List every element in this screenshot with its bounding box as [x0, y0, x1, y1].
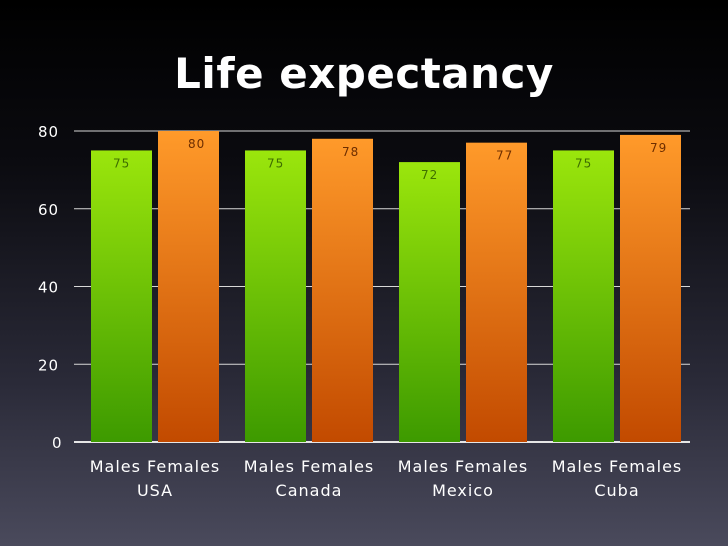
y-tick-label: 80 — [38, 123, 59, 141]
category-group-label: Cuba — [594, 481, 639, 500]
category-member-label: Males Females — [90, 457, 221, 476]
bar-canada-males — [245, 150, 306, 442]
bar-cuba-females — [620, 134, 681, 442]
bar-usa-females — [158, 131, 219, 442]
bar-cuba-males — [553, 150, 614, 442]
data-label: 75 — [575, 156, 592, 170]
labels: 0 20 40 60 80 75 80 Males Females USA 75 78 Males F… — [38, 123, 683, 500]
category-group-label: Mexico — [432, 481, 494, 500]
category-member-label: Males Females — [244, 457, 375, 476]
bars — [91, 131, 681, 442]
bar-usa-males — [91, 150, 152, 442]
data-label: 75 — [113, 156, 130, 170]
bar-mexico-males — [399, 162, 460, 442]
category-group-label: USA — [137, 481, 173, 500]
chart-title: Life expectancy — [174, 49, 554, 98]
data-label: 77 — [496, 149, 513, 163]
data-label: 78 — [342, 145, 359, 159]
y-tick-label: 0 — [52, 434, 63, 452]
data-label: 75 — [267, 156, 284, 170]
y-tick-label: 40 — [38, 279, 59, 297]
y-tick-label: 60 — [38, 201, 59, 219]
data-label: 80 — [188, 137, 205, 151]
data-label: 79 — [650, 141, 667, 155]
category-member-label: Males Females — [398, 457, 529, 476]
bar-canada-females — [312, 138, 373, 442]
category-member-label: Males Females — [552, 457, 683, 476]
bar-mexico-females — [466, 142, 527, 442]
y-tick-label: 20 — [38, 356, 59, 374]
category-group-label: Canada — [276, 481, 343, 500]
data-label: 72 — [421, 168, 438, 182]
